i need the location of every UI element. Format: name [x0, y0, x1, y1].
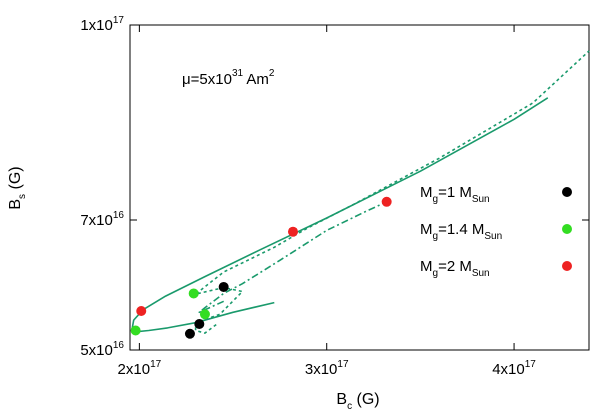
y-axis-label: Bs (G) [7, 166, 28, 209]
mu-annotation-text: μ=5x10 [182, 71, 232, 88]
legend-label-mg2: Mg=2 MSun [420, 258, 490, 279]
curve-dashdot-2 [198, 201, 388, 314]
legend-label-part-1: g [433, 231, 439, 242]
y-tick-label-mantissa: 1x10 [80, 17, 113, 34]
y-axis-label-main: B [7, 199, 24, 210]
point-mg14-3 [130, 325, 141, 336]
point-mg1-1 [194, 319, 205, 329]
point-mg2-8 [381, 196, 392, 207]
x-tick-label-exponent: 17 [337, 359, 349, 370]
point-mg2-7 [287, 226, 298, 237]
y-axis-label-sub: s [17, 194, 28, 199]
points-group [130, 196, 392, 339]
y-tick-label-0: 5x1016 [80, 340, 124, 359]
curves-group [131, 50, 590, 334]
x-tick-label-exponent: 17 [525, 359, 537, 370]
y-tick-label-1: 7x1016 [80, 210, 124, 229]
legend-label-part-2: =1 M [438, 184, 472, 201]
legend-label-part-3: Sun [484, 231, 502, 242]
y-tick-label-mantissa: 7x10 [80, 212, 113, 229]
legend-label-part-2: =2 M [438, 258, 472, 275]
x-tick-label-exponent: 17 [150, 359, 162, 370]
legend-label-mg14: Mg=1.4 MSun [420, 221, 502, 242]
legend-marker-mg14 [562, 224, 572, 234]
plot-frame [129, 24, 590, 351]
x-tick-label-0: 2x1017 [118, 359, 162, 378]
legend-label-part-3: Sun [472, 194, 490, 205]
mu-annotation-unit: Am [243, 71, 269, 88]
legend-label-part-2: =1.4 M [438, 221, 484, 238]
y-tick-label-2: 1x1017 [80, 15, 124, 34]
legend-label-part-0: M [420, 184, 433, 201]
legend-marker-mg1 [562, 187, 572, 197]
legend-label-part-1: g [433, 194, 439, 205]
mu-annotation-exp: 31 [232, 68, 244, 79]
point-mg1-2 [218, 281, 229, 292]
legend-label-part-3: Sun [472, 268, 490, 279]
y-tick-label-mantissa: 5x10 [80, 342, 113, 359]
x-tick-label-mantissa: 4x10 [492, 361, 525, 378]
x-axis-label: Bc (G) [336, 391, 379, 412]
y-axis-label-unit: (G) [7, 166, 24, 194]
x-axis-label-main: B [336, 391, 347, 408]
x-axis-label-sub: c [347, 401, 352, 412]
curve-dashed-1 [194, 50, 590, 334]
x-tick-label-2: 4x1017 [492, 359, 536, 378]
legend-label-part-0: M [420, 221, 433, 238]
point-mg1-0 [184, 328, 195, 339]
y-tick-label-exponent: 16 [113, 340, 125, 351]
mu-annotation-unit-exp: 2 [269, 68, 275, 79]
x-axis-label-unit: (G) [352, 391, 380, 408]
point-mg14-4 [199, 309, 210, 320]
point-mg2-6 [136, 306, 147, 316]
legend-label-mg1: Mg=1 MSun [420, 184, 490, 205]
y-tick-label-exponent: 17 [113, 15, 125, 26]
legend-marker-mg2 [562, 261, 572, 271]
legend-label-part-1: g [433, 268, 439, 279]
point-mg14-5 [188, 288, 199, 299]
y-tick-label-exponent: 16 [113, 210, 125, 221]
mu-annotation: μ=5x1031 Am2 [182, 68, 275, 88]
x-tick-label-mantissa: 2x10 [118, 361, 151, 378]
x-tick-label-mantissa: 3x10 [305, 361, 338, 378]
x-tick-label-1: 3x1017 [305, 359, 349, 378]
legend-label-part-0: M [420, 258, 433, 275]
